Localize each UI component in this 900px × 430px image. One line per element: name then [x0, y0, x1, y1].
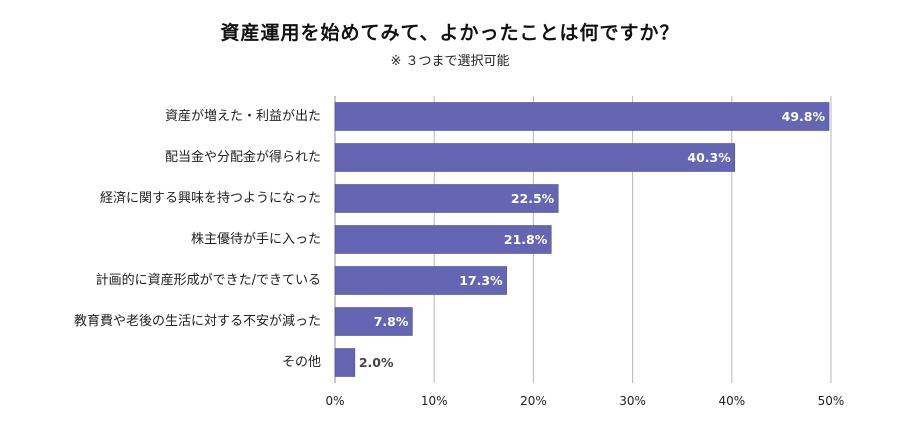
x-tick-label-0: 0% [325, 394, 344, 408]
category-label-5: 教育費や老後の生活に対する不安が減った [74, 313, 321, 329]
value-label-4: 17.3% [459, 273, 503, 288]
x-tick-label-1: 10% [421, 394, 448, 408]
value-label-3: 21.8% [504, 232, 548, 247]
category-label-2: 経済に関する興味を持つようになった [100, 190, 321, 206]
x-tick-label-4: 40% [718, 394, 745, 408]
value-label-1: 40.3% [687, 150, 731, 165]
bar-3 [334, 225, 552, 254]
category-label-6: その他 [282, 355, 321, 370]
chart-title: 資産運用を始めてみて、よかったことは何ですか？ [220, 22, 680, 44]
category-label-0: 資産が増えた・利益が出た [165, 108, 321, 124]
value-label-5: 7.8% [374, 314, 409, 329]
value-label-2: 22.5% [511, 191, 555, 206]
bar-4 [334, 266, 507, 295]
x-tick-label-2: 20% [520, 394, 547, 408]
category-label-3: 株主優待が手に入った [191, 232, 321, 247]
bar-0 [334, 102, 830, 131]
category-label-1: 配当金や分配金が得られた [165, 149, 321, 165]
value-label-0: 49.8% [782, 109, 826, 124]
bar-6 [334, 348, 356, 377]
category-label-4: 計画的に資産形成ができた/できている [96, 272, 321, 288]
value-label-6: 2.0% [359, 355, 394, 370]
chart-subtitle: ※ ３つまで選択可能 [390, 54, 510, 69]
x-tick-label-3: 30% [619, 394, 646, 408]
bar-5 [334, 307, 413, 336]
x-tick-label-5: 50% [818, 394, 845, 408]
bar-2 [334, 184, 559, 213]
bar-1 [334, 143, 736, 172]
